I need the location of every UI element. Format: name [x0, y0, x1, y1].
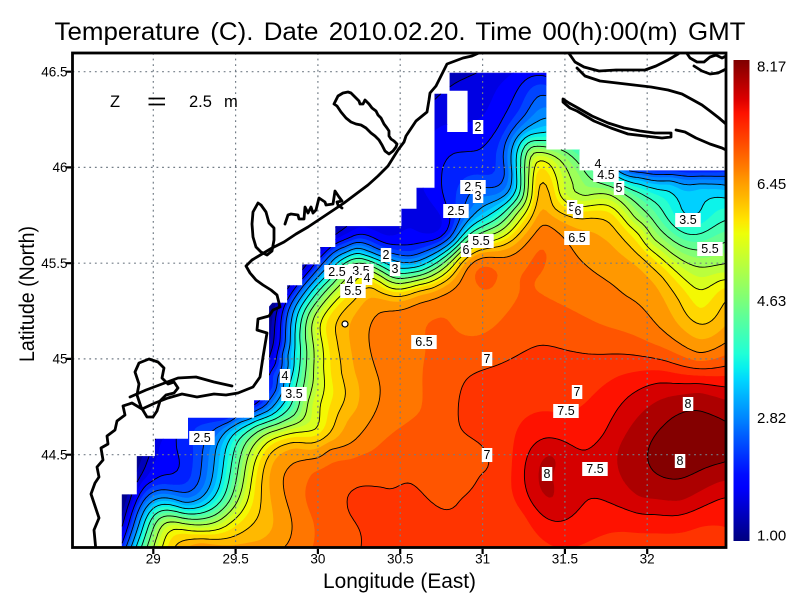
svg-text:8: 8 — [544, 467, 551, 481]
svg-text:4: 4 — [364, 271, 371, 285]
svg-text:30: 30 — [310, 552, 325, 567]
svg-text:46: 46 — [52, 160, 67, 175]
svg-text:3: 3 — [392, 262, 399, 276]
svg-text:44.5: 44.5 — [41, 447, 67, 462]
svg-text:32: 32 — [640, 552, 655, 567]
svg-text:2.5: 2.5 — [193, 431, 210, 445]
svg-text:Longitude (East): Longitude (East) — [323, 570, 476, 593]
svg-text:6: 6 — [575, 204, 582, 218]
svg-text:46.5: 46.5 — [41, 64, 67, 79]
svg-text:5: 5 — [616, 181, 623, 195]
svg-text:7.5: 7.5 — [586, 462, 603, 476]
svg-text:31: 31 — [475, 552, 490, 567]
svg-text:3: 3 — [475, 189, 482, 203]
svg-text:2.5: 2.5 — [189, 93, 212, 111]
svg-text:8.17: 8.17 — [757, 59, 786, 76]
svg-text:6: 6 — [463, 243, 470, 257]
svg-text:7: 7 — [484, 352, 491, 366]
svg-text:4: 4 — [282, 369, 289, 383]
svg-text:7: 7 — [484, 448, 491, 462]
svg-text:m: m — [224, 93, 238, 111]
svg-text:6.5: 6.5 — [568, 231, 585, 245]
svg-text:7.5: 7.5 — [557, 404, 574, 418]
svg-text:4.63: 4.63 — [757, 293, 786, 310]
svg-text:3.5: 3.5 — [679, 213, 696, 227]
svg-text:3.5: 3.5 — [285, 387, 302, 401]
svg-text:1.00: 1.00 — [757, 528, 786, 545]
svg-text:4.5: 4.5 — [597, 168, 614, 182]
svg-text:2: 2 — [383, 248, 390, 262]
svg-text:5.5: 5.5 — [472, 234, 489, 248]
svg-text:29.5: 29.5 — [222, 552, 248, 567]
svg-text:6.45: 6.45 — [757, 176, 786, 193]
svg-text:2: 2 — [475, 120, 482, 134]
svg-text:4: 4 — [595, 157, 602, 171]
svg-text:8: 8 — [677, 454, 684, 468]
svg-text:5.5: 5.5 — [344, 284, 361, 298]
svg-text:Z: Z — [110, 93, 120, 111]
svg-text:2.82: 2.82 — [757, 410, 786, 427]
svg-text:45.5: 45.5 — [41, 256, 67, 271]
svg-text:29: 29 — [146, 552, 161, 567]
svg-text:45: 45 — [52, 352, 67, 367]
svg-text:Temperature (C). Date 2010.02.: Temperature (C). Date 2010.02.20. Time 0… — [55, 18, 746, 46]
svg-text:6.5: 6.5 — [415, 335, 432, 349]
svg-text:31.5: 31.5 — [552, 552, 578, 567]
svg-text:8: 8 — [685, 397, 692, 411]
svg-text:5.5: 5.5 — [701, 242, 718, 256]
svg-text:Latitude (North): Latitude (North) — [16, 226, 39, 362]
svg-text:2.5: 2.5 — [447, 204, 464, 218]
svg-text:5: 5 — [569, 200, 576, 214]
svg-text:7: 7 — [574, 385, 581, 399]
svg-text:2.5: 2.5 — [328, 265, 345, 279]
svg-text:30.5: 30.5 — [387, 552, 413, 567]
svg-text:4: 4 — [347, 274, 354, 288]
